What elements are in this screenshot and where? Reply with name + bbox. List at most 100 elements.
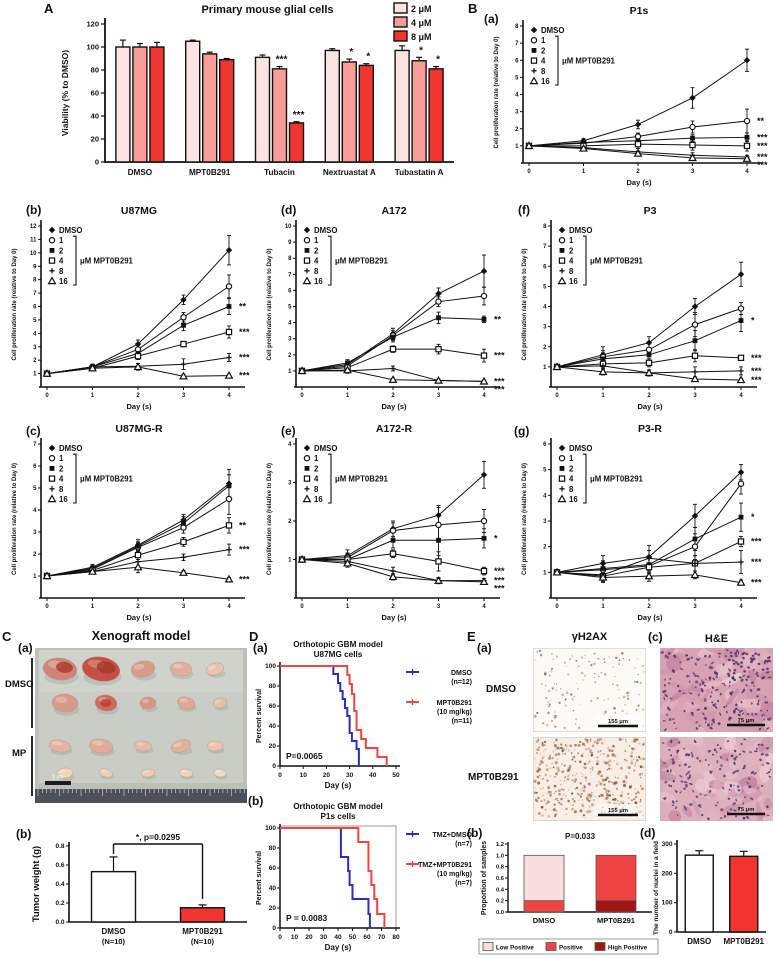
svg-text:**: ** [757, 116, 765, 126]
svg-text:8 μM: 8 μM [411, 32, 432, 42]
svg-text:1: 1 [59, 236, 64, 245]
svg-text:4: 4 [569, 475, 574, 484]
svg-text:***: *** [751, 353, 762, 363]
svg-text:DMSO: DMSO [569, 444, 592, 453]
svg-text:80: 80 [392, 934, 400, 941]
svg-text:2: 2 [288, 519, 292, 525]
svg-text:Viability (% to DMSO): Viability (% to DMSO) [60, 50, 70, 136]
svg-text:8: 8 [59, 267, 64, 276]
svg-text:***: *** [751, 366, 762, 376]
svg-text:5: 5 [33, 486, 37, 492]
svg-text:16: 16 [569, 277, 578, 286]
svg-text:**: ** [494, 314, 502, 324]
sub-label-c-b: (b) [16, 827, 32, 841]
svg-text:***: *** [751, 557, 762, 567]
svg-text:Cell proliferation rate (relat: Cell proliferation rate (relative to Day… [267, 248, 273, 360]
svg-text:0.2: 0.2 [496, 899, 504, 905]
svg-text:TMZ+DMSO: TMZ+DMSO [433, 832, 473, 839]
svg-text:4: 4 [739, 604, 743, 610]
svg-text:7: 7 [33, 291, 37, 297]
svg-text:***: *** [494, 384, 505, 394]
a172-r-proliferation-chart: 1 2 3 4 0 1 2 3 4 Day (s) Cell proliferation rate … [263, 420, 513, 625]
svg-text:60: 60 [269, 703, 277, 710]
svg-text:DMSO: DMSO [314, 444, 337, 453]
svg-text:1: 1 [346, 393, 350, 399]
svg-text:DMSO: DMSO [533, 916, 556, 925]
svg-text:2: 2 [136, 393, 140, 399]
svg-text:***: *** [494, 576, 505, 586]
svg-text:Positive: Positive [559, 945, 583, 952]
sub-label-e-d: (d) [640, 826, 656, 840]
svg-text:1: 1 [346, 604, 350, 610]
svg-text:3: 3 [691, 169, 695, 175]
svg-text:U87MG-R: U87MG-R [115, 423, 163, 435]
svg-text:*: * [751, 316, 755, 326]
svg-text:*: * [349, 47, 353, 58]
svg-text:(n=11): (n=11) [452, 718, 472, 725]
svg-text:DMSO: DMSO [128, 168, 153, 177]
svg-text:MPT0B291: MPT0B291 [597, 916, 635, 925]
svg-text:P1s cells: P1s cells [320, 812, 355, 821]
svg-text:1: 1 [582, 169, 586, 175]
svg-text:Primary mouse glial cells: Primary mouse glial cells [201, 4, 333, 16]
svg-text:(n=7): (n=7) [455, 841, 472, 848]
svg-text:155 μm: 155 μm [608, 719, 628, 725]
svg-text:8: 8 [569, 485, 574, 494]
svg-text:155 μm: 155 μm [608, 808, 628, 814]
svg-text:0.8: 0.8 [496, 865, 505, 871]
svg-text:5: 5 [543, 284, 547, 290]
svg-text:9: 9 [33, 264, 37, 270]
svg-text:3: 3 [437, 604, 441, 610]
svg-text:Percent survival: Percent survival [256, 689, 263, 743]
svg-text:20: 20 [323, 772, 331, 779]
he-dmso-image: 75 μm [660, 648, 773, 732]
svg-text:5: 5 [515, 75, 519, 81]
sub-label-d-b: (b) [248, 794, 264, 808]
he-title: H&E [704, 633, 729, 645]
he-mpt0b291-image: 75 μm [660, 737, 773, 821]
svg-text:Cell proliferation rate (relat: Cell proliferation rate (relative to Day… [267, 463, 273, 575]
svg-text:4: 4 [745, 169, 749, 175]
svg-text:75 μm: 75 μm [738, 718, 755, 724]
svg-text:2: 2 [541, 46, 546, 55]
svg-text:***: *** [239, 371, 250, 381]
svg-text:***: *** [751, 537, 762, 547]
svg-text:μM MPT0B291: μM MPT0B291 [562, 57, 616, 66]
svg-text:2: 2 [33, 358, 37, 364]
svg-text:*: * [366, 52, 370, 63]
svg-text:Cell proliferation rate (relat: Cell proliferation rate (relative to Day… [522, 248, 528, 360]
svg-text:4: 4 [227, 393, 231, 399]
svg-text:3: 3 [288, 337, 292, 343]
svg-text:1: 1 [59, 454, 64, 463]
svg-text:300: 300 [662, 841, 673, 848]
svg-text:4: 4 [543, 305, 547, 311]
sub-label-c-a: (a) [18, 641, 33, 655]
svg-text:4: 4 [739, 393, 743, 399]
svg-text:0.4: 0.4 [496, 887, 505, 893]
svg-text:P1s: P1s [630, 5, 649, 17]
svg-text:4: 4 [59, 257, 64, 266]
mp-group-bracket [31, 736, 33, 796]
svg-text:Cell proliferation rate (relat: Cell proliferation rate (relative to Day… [494, 36, 500, 148]
svg-text:60: 60 [91, 89, 99, 98]
svg-text:0: 0 [555, 393, 559, 399]
svg-text:0: 0 [669, 929, 673, 936]
svg-text:0.4: 0.4 [55, 881, 64, 888]
svg-text:30: 30 [346, 772, 354, 779]
svg-text:DMSO: DMSO [541, 26, 564, 35]
svg-text:MPT0B291: MPT0B291 [724, 937, 765, 946]
h2ax-dmso-image: 155 μm [533, 648, 646, 732]
svg-text:0: 0 [272, 763, 276, 770]
p3-r-proliferation-chart: 1 2 3 4 5 6 0 1 2 3 4 Day (s) Cell proliferation rat… [518, 420, 770, 625]
svg-text:***: *** [494, 566, 505, 576]
svg-text:8: 8 [314, 267, 319, 276]
svg-text:60: 60 [269, 865, 277, 872]
svg-text:DMSO: DMSO [59, 444, 82, 453]
svg-text:***: *** [494, 351, 505, 361]
svg-text:60: 60 [363, 934, 371, 941]
xenograft-photo: 1 cm [35, 648, 247, 803]
svg-text:The number of nuclei in a fiel: The number of nuclei in a field [653, 841, 660, 935]
svg-text:μM MPT0B291: μM MPT0B291 [80, 257, 134, 266]
svg-text:40: 40 [369, 772, 377, 779]
